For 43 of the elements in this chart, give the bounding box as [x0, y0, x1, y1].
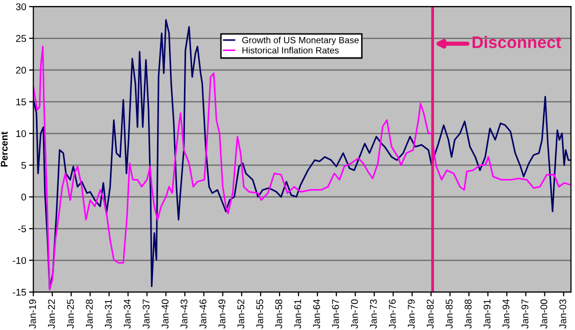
x-tick-label: Jan-37: [142, 299, 150, 329]
x-tick-label: Jan-91: [484, 299, 490, 329]
y-tick-label: 5: [21, 162, 26, 169]
x-tick-label: Jan-85: [446, 299, 453, 329]
y-tick-label: 10: [16, 130, 26, 138]
x-tick-label: Jan-55: [256, 299, 264, 329]
x-tick-label: Jan-88: [464, 299, 472, 329]
legend-label: Historical Inflation Rates: [242, 46, 339, 54]
x-tick-label: Jan-61: [294, 299, 302, 329]
x-tick-label: Jan-76: [388, 299, 396, 329]
y-tick-label: 0: [21, 194, 26, 201]
x-tick-label: Jan-34: [124, 299, 131, 329]
x-tick-label: Jan-73: [370, 299, 377, 329]
x-tick-label: Jan-82: [426, 299, 434, 329]
x-tick-label: Jan-19: [29, 299, 36, 329]
x-tick-label: Jan-28: [86, 299, 93, 329]
legend-label: Growth of US Monetary Base: [242, 36, 359, 46]
x-tick-label: Jan-64: [313, 299, 320, 329]
y-tick-label: -5: [18, 225, 26, 232]
x-tick-label: Jan-03: [559, 299, 566, 329]
x-tick-label: Jan-25: [66, 299, 74, 329]
y-tick-label: 15: [16, 98, 26, 106]
x-tick-label: Jan-52: [237, 299, 244, 329]
y-tick-label: -15: [12, 288, 26, 296]
x-tick-label: Jan-58: [275, 299, 282, 329]
x-tick-label: Jan-31: [104, 299, 112, 329]
x-tick-label: Jan-79: [408, 299, 415, 329]
x-tick-label: Jan-70: [351, 299, 358, 329]
y-tick-label: -10: [12, 257, 26, 264]
x-tick-label: Jan-43: [180, 299, 188, 329]
ref-line-label: Disconnect: [472, 36, 562, 48]
y-axis-title: Percent: [0, 132, 8, 167]
x-tick-label: Jan-22: [48, 299, 55, 329]
x-tick-label: Jan-67: [332, 299, 339, 329]
y-tick-label: 25: [16, 35, 26, 42]
x-tick-label: Jan-97: [521, 299, 528, 329]
y-tick-label: 20: [16, 66, 26, 74]
y-tick-label: 30: [16, 3, 26, 10]
x-tick-label: Jan-40: [162, 299, 169, 329]
x-tick-label: Jan-49: [218, 299, 226, 329]
x-tick-label: Jan-00: [540, 299, 548, 329]
x-tick-label: Jan-46: [200, 299, 206, 329]
x-tick-label: Jan-94: [502, 299, 510, 329]
